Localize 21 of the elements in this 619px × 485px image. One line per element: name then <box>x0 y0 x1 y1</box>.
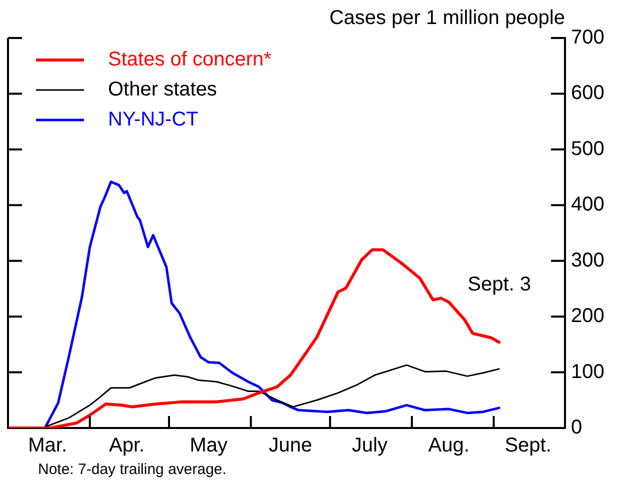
legend-label: States of concern* <box>108 48 272 71</box>
y-tick-label: 100 <box>571 360 604 383</box>
x-tick-label: May <box>190 434 228 457</box>
x-tick-label: Sept. <box>504 434 552 457</box>
text: Note: 7-day trailing average. <box>38 461 226 478</box>
legend-label: Other states <box>108 78 217 101</box>
y-tick-label: 700 <box>571 26 604 49</box>
x-tick-label: Aug. <box>428 434 470 457</box>
x-tick-label: July <box>352 434 388 457</box>
y-tick-label: 600 <box>571 82 604 104</box>
annotation: Sept. 3 <box>468 274 531 296</box>
y-tick-label: 500 <box>571 138 604 160</box>
y-tick-label: 400 <box>571 194 604 216</box>
y-tick-label: 0 <box>571 416 582 439</box>
legend-label: NY-NJ-CT <box>108 108 198 131</box>
y-tick-label: 300 <box>571 249 604 272</box>
x-tick-label: Mar. <box>28 434 68 457</box>
x-tick-label: June <box>268 434 312 457</box>
x-tick-label: Apr. <box>109 434 145 457</box>
y-axis-title: Cases per 1 million people <box>329 7 565 29</box>
y-tick-label: 200 <box>571 305 604 328</box>
